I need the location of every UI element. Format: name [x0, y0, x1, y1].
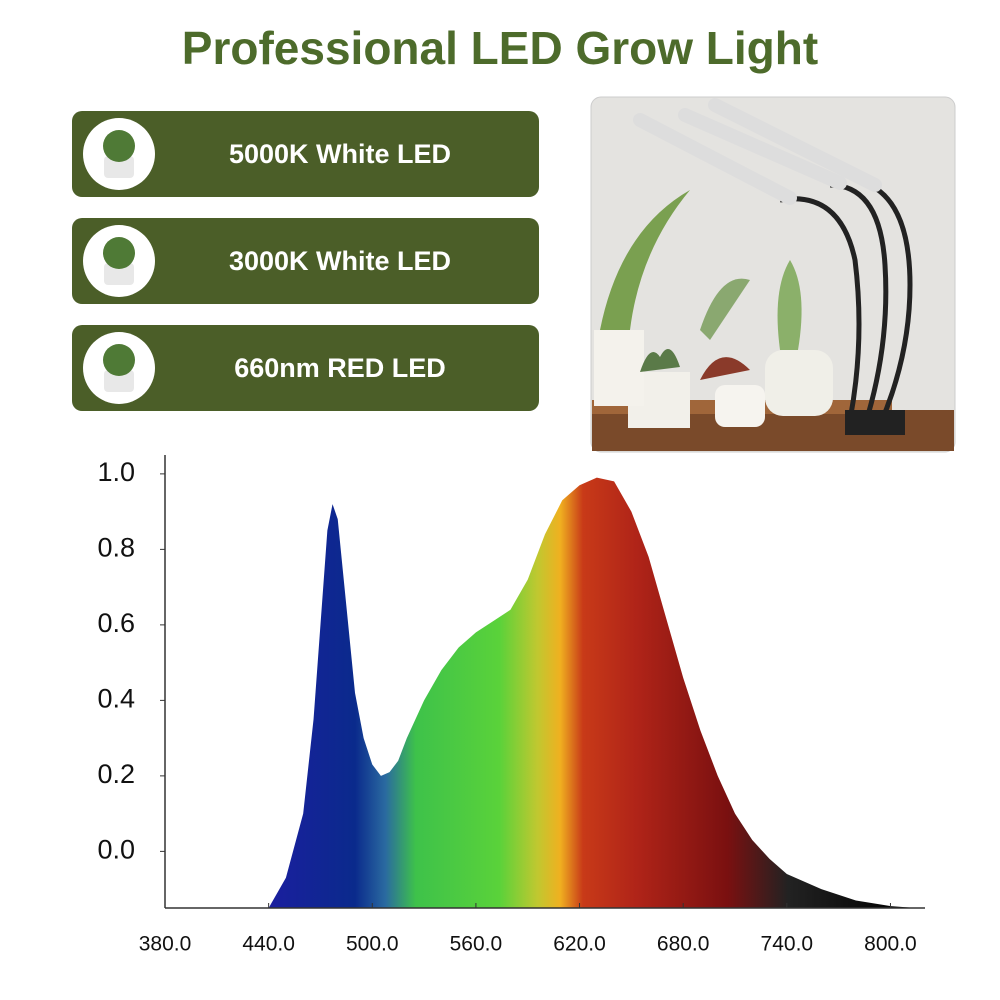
badge-bg — [72, 111, 539, 197]
feature-badge: 660nm RED LED — [72, 325, 539, 411]
badge-bg — [72, 218, 539, 304]
icon-pot — [104, 263, 134, 285]
x-tick-label: 500.0 — [346, 933, 399, 956]
y-tick-label: 0.0 — [97, 835, 135, 865]
x-tick-label: 380.0 — [139, 933, 192, 956]
x-tick-label: 740.0 — [761, 933, 814, 956]
feature-badge: 5000K White LED — [72, 111, 539, 197]
icon-leaves — [103, 237, 135, 269]
x-tick-label: 560.0 — [450, 933, 503, 956]
spectrum-area — [268, 477, 917, 908]
y-tick-label: 0.6 — [97, 608, 135, 638]
icon-leaves — [103, 344, 135, 376]
badge-bg — [72, 325, 539, 411]
y-tick-label: 0.8 — [97, 533, 135, 563]
feature-badge: 3000K White LED — [72, 218, 539, 304]
y-tick-label: 0.4 — [97, 684, 135, 714]
feature-label: 660nm RED LED — [234, 353, 446, 383]
product-photo — [590, 96, 956, 453]
x-tick-label: 440.0 — [242, 933, 295, 956]
feature-label: 3000K White LED — [229, 246, 451, 276]
chart: 0.0 0.2 0.4 0.6 0.8 1.0 380.0 440.0 500.0 560.0 62… — [97, 455, 925, 956]
x-tick-label: 680.0 — [657, 933, 710, 956]
y-tick-label: 1.0 — [97, 457, 135, 487]
icon-pot — [104, 370, 134, 392]
feature-label: 5000K White LED — [229, 139, 451, 169]
x-tick-label: 620.0 — [553, 933, 606, 956]
icon-leaves — [103, 130, 135, 162]
y-tick-label: 0.2 — [97, 759, 135, 789]
x-tick-label: 800.0 — [864, 933, 917, 956]
feature-list: 5000K White LED 3000K White LED 660nm RED … — [72, 111, 539, 411]
icon-pot — [104, 156, 134, 178]
title: Professional LED Grow Light — [182, 22, 818, 74]
